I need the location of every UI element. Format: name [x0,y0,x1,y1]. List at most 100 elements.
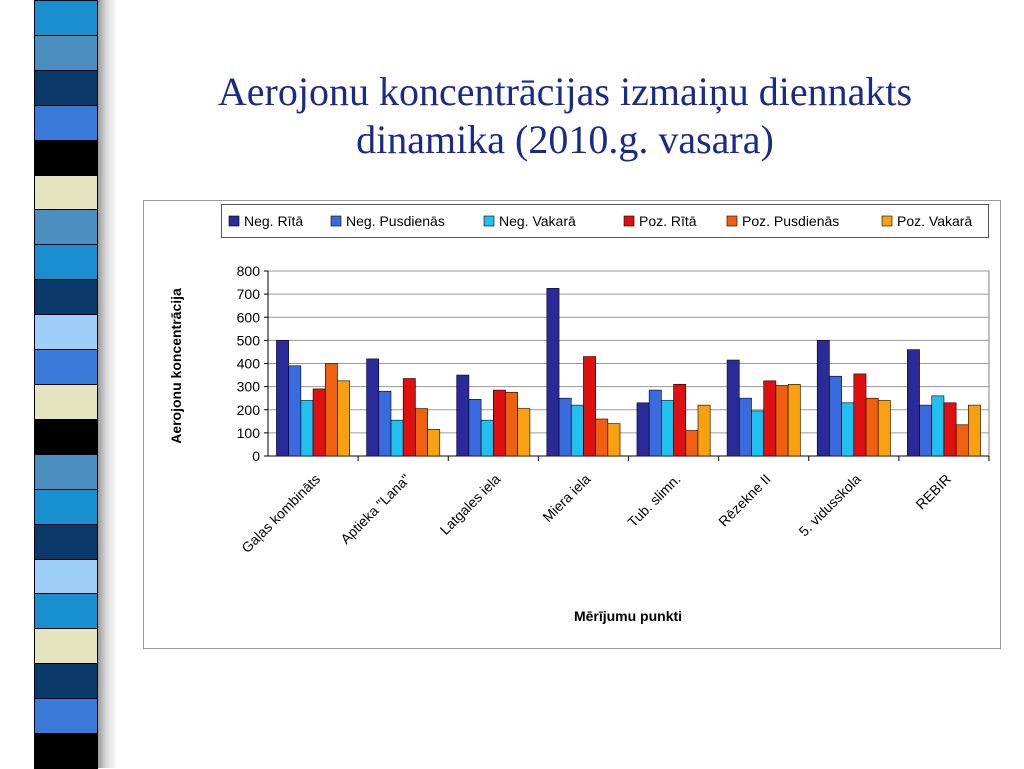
bar [456,374,470,457]
stripe-segment [34,209,98,246]
bar [493,389,506,457]
bar [288,365,302,457]
legend-label: Poz. Vakarā [897,213,972,229]
bar [816,340,830,457]
stripe-segment [34,34,98,71]
slide-title-line-1: Aerojonu koncentrācijas izmaiņu diennakt… [217,69,913,114]
bar [546,288,560,457]
legend-swatch [881,215,893,227]
stripe-segment [34,558,98,595]
bar [390,419,404,457]
bar [636,402,650,457]
y-tick-label: 400 [237,356,261,372]
bar [648,389,662,457]
bar [738,397,752,457]
bar [570,404,584,457]
bar [919,404,933,457]
bar [907,349,920,457]
x-category-label: Latgales iela [437,471,504,538]
chart-legend: Neg. Rītā Neg. Pusdienās Neg. Vakarā Poz. R… [221,204,989,238]
bar [505,392,519,457]
bar [787,384,801,457]
bar [337,380,350,457]
y-axis-title: Aerojonu koncentrācija [168,288,184,444]
stripe-segment [34,418,98,455]
decorative-stripe-band [0,0,118,769]
legend-swatch [726,215,738,227]
bar [595,418,609,457]
bar [943,402,957,457]
bar [661,400,674,457]
stripe-segment [34,279,98,316]
legend-label: Poz. Pusdienās [742,213,839,229]
bar [968,404,981,457]
y-tick-label: 0 [252,448,260,464]
stripe-segment [34,104,98,141]
slide-title-line-2: dinamika (2010.g. vasara) [356,117,774,162]
x-category-label: Gaļas kombināts [238,471,323,556]
y-tick-label: 300 [237,379,261,395]
y-tick-label: 700 [237,286,261,302]
stripe-segment [34,593,98,630]
y-tick-label: 600 [237,309,261,325]
bar [607,423,621,457]
y-tick-label: 500 [237,332,261,348]
legend-swatch [330,215,342,227]
bar [685,430,699,457]
y-tick-label: 100 [237,425,261,441]
x-category-label: Miera iela [539,471,593,525]
x-axis-title: Mērījumu punkti [574,608,682,624]
bar [853,373,867,457]
bar [931,395,945,457]
bar [841,402,855,457]
legend-svg: Neg. Rītā Neg. Pusdienās Neg. Vakarā Poz. R… [228,213,972,229]
bar [775,385,789,457]
bar [955,424,969,457]
bar [324,363,338,457]
y-tick-label: 800 [237,263,261,279]
bar [865,397,879,457]
bar [402,378,416,457]
legend-label: Neg. Pusdienās [346,213,445,229]
bar [751,410,764,457]
bar [583,356,596,457]
bar [378,390,392,457]
bar [829,375,842,457]
bar [480,419,494,457]
x-category-label: Rēzekne II [715,471,774,530]
legend-label: Poz. Rītā [639,213,697,229]
stripe-segment [34,349,98,385]
stripe-segment [34,314,98,351]
bar [763,380,777,457]
legend-swatch [483,215,495,227]
bar [877,400,891,457]
y-tick-label: 200 [237,402,261,418]
bar [312,388,326,457]
bar [300,400,314,457]
bar [697,404,711,457]
legend-swatch [228,215,240,227]
legend-label: Neg. Rītā [244,213,303,229]
stripe-segment [34,663,98,700]
x-category-label: Aptieka "Lana" [337,471,413,547]
x-category-label: Tub. slimn. [624,471,683,530]
bar [276,340,289,457]
legend-swatch [623,215,635,227]
stripe-segment [34,244,98,281]
stripe-segment [34,488,98,525]
bar [517,408,531,457]
bar [415,408,428,457]
bar [673,384,687,457]
bar [427,429,441,457]
x-category-label: REBIR [912,471,954,513]
bar [726,359,740,457]
bar [558,397,572,457]
slide-title: Aerojonu koncentrācijas izmaiņu diennakt… [150,68,980,164]
x-category-label: 5. vidusskola [795,471,864,540]
legend-label: Neg. Vakarā [499,213,576,229]
stripe-segment [34,174,98,211]
stripe-segment [34,0,98,36]
stripe-shadow [98,0,118,768]
stripe-segment [34,384,98,420]
